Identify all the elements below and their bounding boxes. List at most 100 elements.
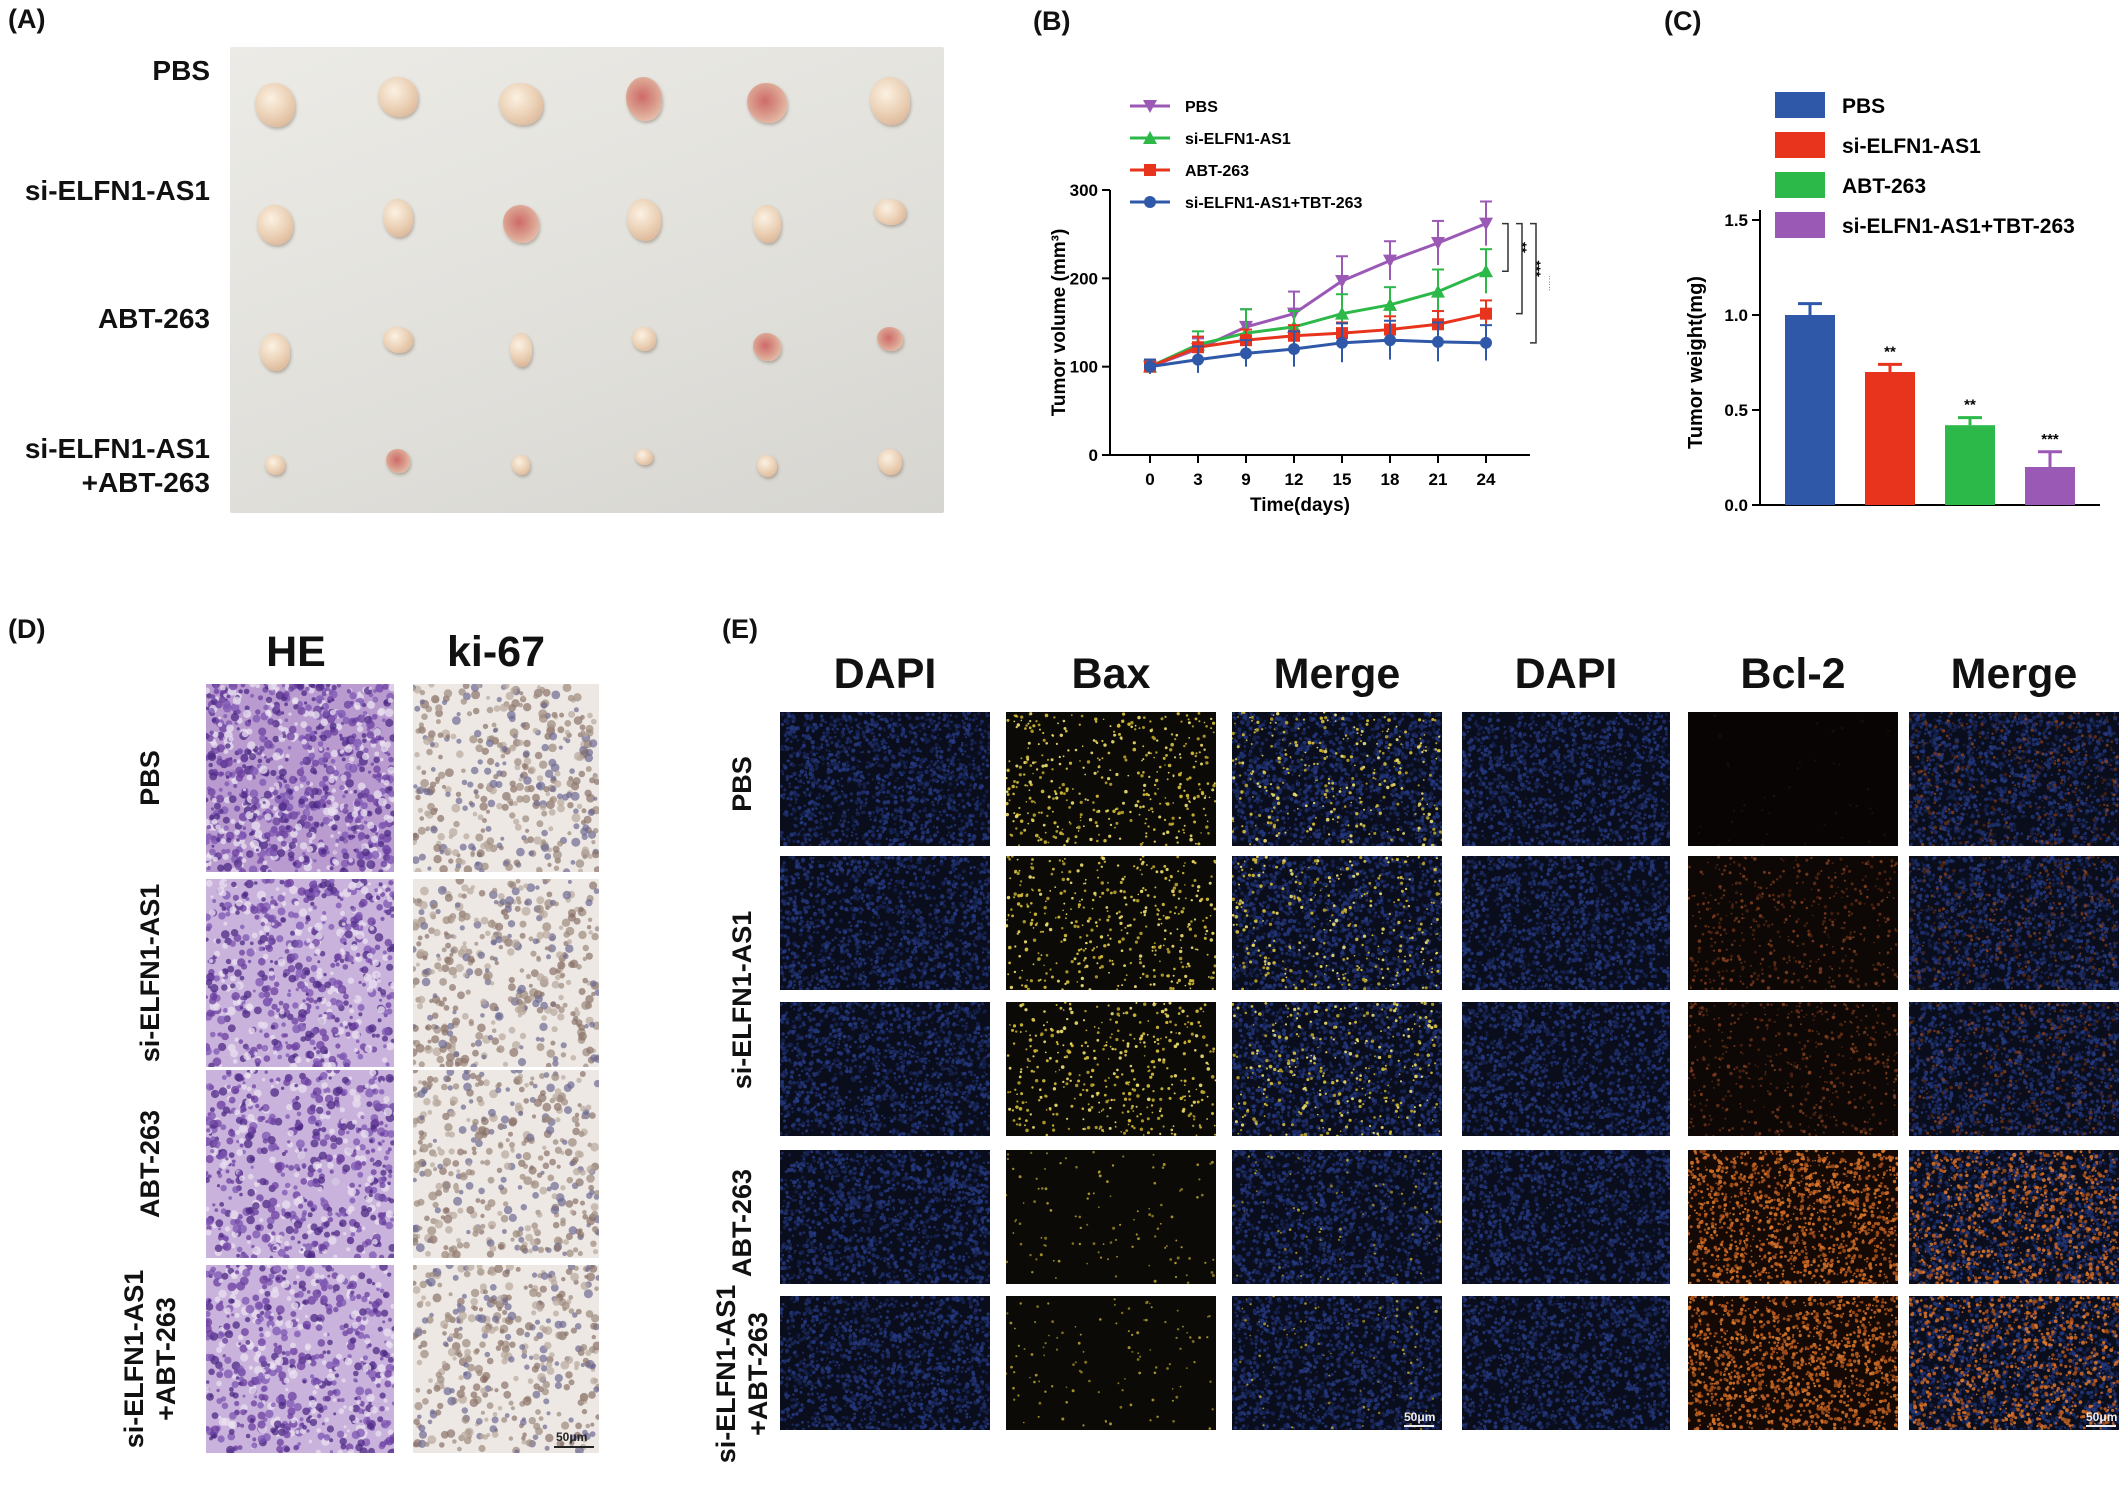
data-point bbox=[1384, 334, 1396, 346]
dapi-image bbox=[780, 1002, 990, 1136]
tumor-row-label: si-ELFN1-AS1 bbox=[0, 174, 210, 208]
significance-bracket bbox=[1516, 224, 1522, 314]
legend-label: PBS bbox=[1185, 99, 1218, 116]
panel-b-label: (B) bbox=[1033, 6, 1070, 37]
merge-image bbox=[1232, 712, 1442, 846]
tumor-sample bbox=[383, 199, 413, 237]
tumor-sample bbox=[260, 333, 290, 371]
dapi-image bbox=[780, 712, 990, 846]
bax-image bbox=[1006, 1296, 1216, 1430]
tumor-sample bbox=[878, 449, 902, 475]
if-column-header: DAPI bbox=[1462, 650, 1670, 699]
row-label-line: si-ELFN1-AS1 bbox=[710, 1254, 742, 1494]
y-axis-label: Tumor volume (mm³) bbox=[1049, 229, 1070, 417]
dapi-image bbox=[780, 856, 990, 990]
significance-mark: ** bbox=[1964, 397, 1976, 414]
bar bbox=[1945, 425, 1995, 505]
tumor-row-label: ABT-263 bbox=[0, 302, 210, 336]
tumor-sample bbox=[378, 77, 418, 117]
x-tick-label: 12 bbox=[1285, 470, 1304, 489]
y-tick-label: 200 bbox=[1070, 269, 1098, 288]
legend-marker bbox=[1144, 164, 1156, 176]
merge-image bbox=[1909, 856, 2119, 990]
bax-image bbox=[1006, 1002, 1216, 1136]
tumor-sample bbox=[512, 455, 530, 475]
significance-mark: *** bbox=[2041, 431, 2059, 448]
legend-label: si-ELFN1-AS1+TBT-263 bbox=[1842, 215, 2075, 238]
y-tick-label: 0.5 bbox=[1724, 401, 1748, 420]
scale-bar-label: 50μm bbox=[1404, 1410, 1435, 1424]
legend-marker bbox=[1144, 196, 1156, 208]
bcl2-image bbox=[1688, 712, 1898, 846]
dapi-image bbox=[780, 1150, 990, 1284]
data-point bbox=[1240, 347, 1252, 359]
legend-swatch bbox=[1775, 92, 1825, 118]
x-tick-label: 24 bbox=[1477, 470, 1496, 489]
x-tick-label: 21 bbox=[1429, 470, 1448, 489]
merge-image bbox=[1232, 856, 1442, 990]
y-tick-label: 100 bbox=[1070, 358, 1098, 377]
data-point bbox=[1479, 264, 1493, 277]
y-tick-label: 0 bbox=[1089, 446, 1098, 465]
tumor-sample bbox=[757, 455, 777, 477]
y-tick-label: 1.0 bbox=[1724, 306, 1748, 325]
merge-image bbox=[1909, 1150, 2119, 1284]
significance-mark: *** bbox=[1542, 275, 1550, 292]
column-header-he: HE bbox=[206, 628, 386, 677]
tumor-sample bbox=[386, 449, 410, 473]
ki67-stain-image bbox=[413, 684, 599, 872]
bax-image bbox=[1006, 1150, 1216, 1284]
row-label-line: PBS bbox=[0, 54, 210, 88]
tumor-sample bbox=[383, 327, 413, 353]
data-point bbox=[1192, 354, 1204, 366]
row-label-line: +ABT-263 bbox=[150, 1239, 182, 1479]
row-label-line: si-ELFN1-AS1 bbox=[726, 880, 758, 1120]
dapi-image bbox=[1462, 1150, 1670, 1284]
y-tick-label: 300 bbox=[1070, 181, 1098, 200]
he-stain-image bbox=[206, 1265, 394, 1453]
if-column-header: DAPI bbox=[780, 650, 990, 699]
scale-bar bbox=[1404, 1425, 1434, 1427]
he-stain-image bbox=[206, 684, 394, 872]
if-column-header: Merge bbox=[1232, 650, 1442, 699]
panel-d-label: (D) bbox=[8, 614, 45, 645]
significance-mark: ** bbox=[1884, 343, 1896, 360]
bcl2-image bbox=[1688, 1002, 1898, 1136]
row-label-line: +ABT-263 bbox=[742, 1254, 774, 1494]
tumor-sample bbox=[626, 77, 662, 121]
significance-bracket bbox=[1502, 224, 1508, 272]
scale-bar-label: 50μm bbox=[2086, 1410, 2117, 1424]
row-label-line: PBS bbox=[726, 664, 758, 904]
ki67-stain-image bbox=[413, 879, 599, 1067]
legend-label: si-ELFN1-AS1 bbox=[1842, 135, 1981, 158]
bar bbox=[1785, 315, 1835, 505]
row-label-line: si-ELFN1-AS1 bbox=[0, 432, 210, 466]
legend-swatch bbox=[1775, 172, 1825, 198]
merge-image bbox=[1232, 1002, 1442, 1136]
bar bbox=[1865, 372, 1915, 505]
legend-swatch bbox=[1775, 212, 1825, 238]
dapi-image bbox=[1462, 712, 1670, 846]
dapi-image bbox=[1462, 856, 1670, 990]
merge-image bbox=[1909, 1002, 2119, 1136]
tumor-sample bbox=[753, 333, 781, 361]
tumor-sample bbox=[510, 333, 532, 367]
data-point bbox=[1336, 337, 1348, 349]
data-point bbox=[1480, 337, 1492, 349]
panel-c-label: (C) bbox=[1664, 6, 1701, 37]
panel-a-label: (A) bbox=[8, 4, 45, 35]
tumor-sample bbox=[753, 205, 781, 243]
tumor-sample bbox=[503, 205, 539, 243]
he-stain-image bbox=[206, 879, 394, 1067]
bar bbox=[2025, 467, 2075, 505]
he-stain-image bbox=[206, 1070, 394, 1258]
tumor-sample bbox=[499, 83, 543, 125]
if-column-header: Bcl-2 bbox=[1688, 650, 1898, 699]
bcl2-image bbox=[1688, 1150, 1898, 1284]
tumor-sample bbox=[635, 449, 653, 465]
merge-image bbox=[1232, 1150, 1442, 1284]
scale-bar bbox=[554, 1446, 594, 1448]
merge-image bbox=[1909, 712, 2119, 846]
